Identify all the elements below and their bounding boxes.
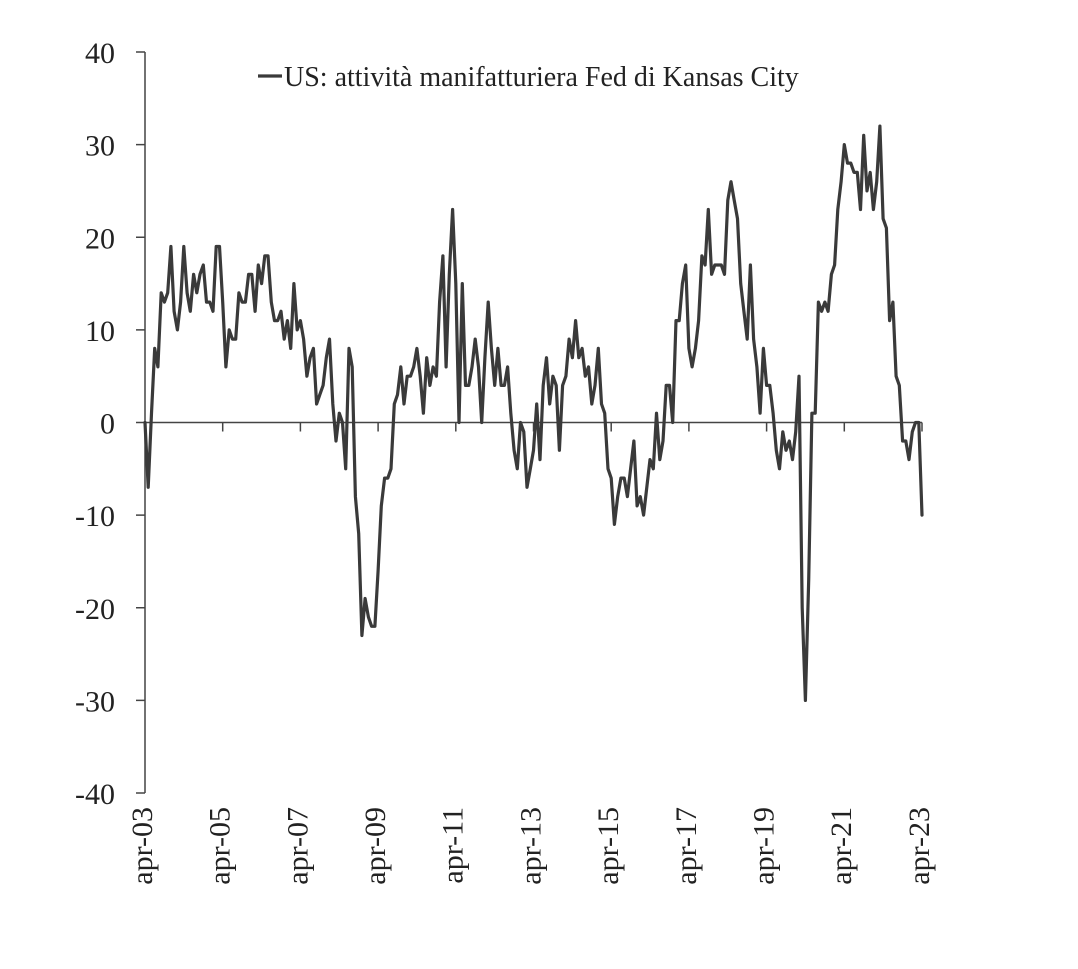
x-tick-label: apr-09 bbox=[359, 807, 392, 885]
y-tick-label: 30 bbox=[85, 130, 115, 163]
x-tick-label: apr-03 bbox=[126, 807, 159, 885]
y-tick-label: -30 bbox=[75, 685, 115, 718]
x-tick-label: apr-17 bbox=[670, 807, 703, 885]
y-tick-label: 40 bbox=[85, 37, 115, 70]
legend: US: attività manifatturiera Fed di Kansa… bbox=[258, 62, 799, 93]
x-tick-label: apr-15 bbox=[592, 807, 625, 885]
series-line-0 bbox=[143, 124, 924, 703]
x-tick-label: apr-19 bbox=[747, 807, 780, 885]
y-tick-label: -10 bbox=[75, 500, 115, 533]
x-tick-label: apr-11 bbox=[437, 807, 470, 884]
x-tick-label: apr-23 bbox=[903, 807, 936, 885]
y-tick-label: -20 bbox=[75, 593, 115, 626]
y-tick-label: -40 bbox=[75, 778, 115, 811]
y-tick-label: 20 bbox=[85, 222, 115, 255]
x-tick-label: apr-07 bbox=[281, 807, 314, 885]
x-axis: apr-03 apr-05 apr-07 apr-09 apr-11 apr-13 apr-… bbox=[126, 421, 936, 885]
y-tick-label: 10 bbox=[85, 315, 115, 348]
y-tick-label: 0 bbox=[100, 408, 115, 441]
legend-label: US: attività manifatturiera Fed di Kansa… bbox=[284, 62, 799, 93]
series-layer bbox=[143, 124, 924, 703]
x-tick-label: apr-05 bbox=[204, 807, 237, 885]
x-tick-label: apr-13 bbox=[514, 807, 547, 885]
y-axis: 40 30 20 10 0 -10 -20 -30 -40 bbox=[75, 37, 146, 811]
x-tick-label: apr-21 bbox=[825, 807, 858, 885]
